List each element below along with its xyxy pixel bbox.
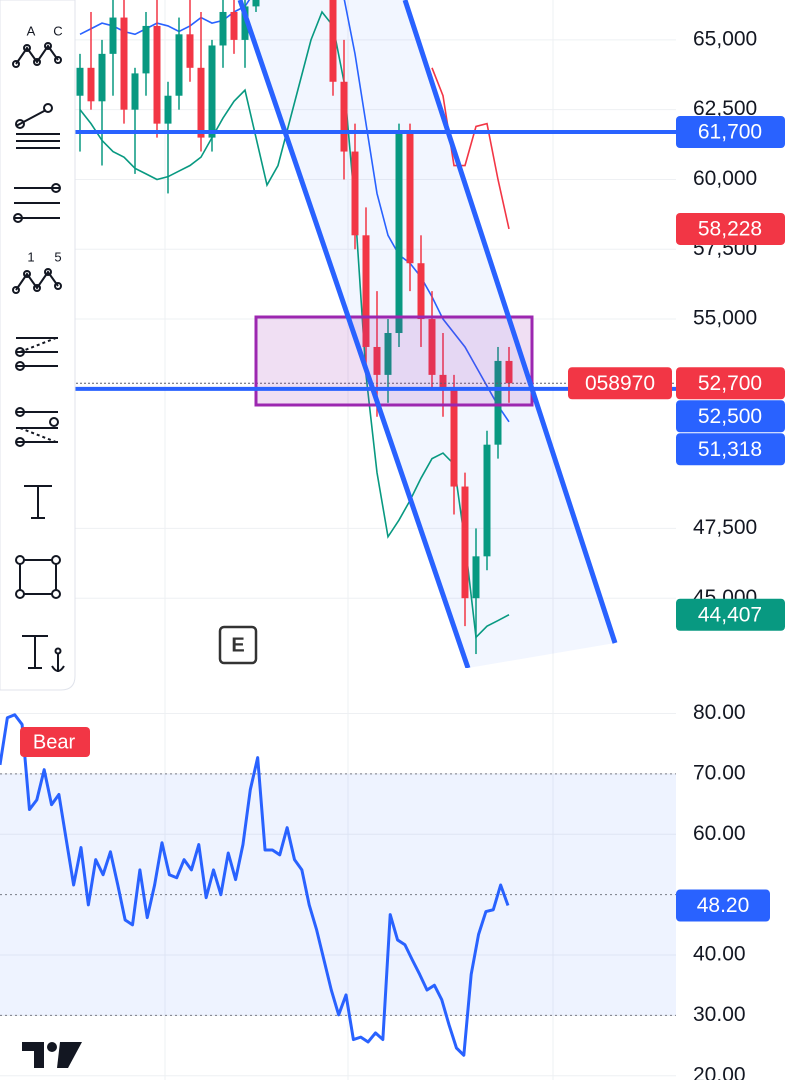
tool-fib[interactable] bbox=[15, 103, 60, 149]
candle-body bbox=[384, 333, 392, 375]
candle-body bbox=[483, 444, 491, 557]
price-tag bbox=[676, 367, 785, 400]
tool-label: C bbox=[53, 23, 62, 38]
tool-rectangle[interactable] bbox=[15, 555, 61, 599]
candle-body bbox=[87, 67, 95, 102]
candle-body bbox=[494, 360, 502, 445]
price-tag bbox=[676, 116, 785, 149]
candle-body bbox=[252, 0, 260, 7]
logo-part bbox=[57, 1042, 82, 1068]
tool-label: 1 bbox=[27, 249, 34, 264]
y-tick-label: 20.00 bbox=[693, 1063, 746, 1080]
candle-body bbox=[197, 67, 205, 138]
countdown-tag bbox=[568, 367, 672, 400]
candle-body bbox=[461, 486, 469, 599]
y-tick-label: 55,000 bbox=[693, 307, 757, 330]
candle-body bbox=[98, 53, 106, 102]
y-tick-label: 60.00 bbox=[693, 822, 746, 845]
price-tag-label: 61,700 bbox=[698, 121, 762, 144]
tv-logo[interactable] bbox=[22, 1042, 82, 1068]
candle-body bbox=[395, 132, 403, 334]
price-tag bbox=[676, 400, 785, 433]
candle-body bbox=[362, 235, 370, 347]
drawings bbox=[75, 0, 676, 668]
y-tick-label: 47,500 bbox=[693, 516, 757, 539]
price-tags: 61,700 58,228 52,700 52,500 51,318 44,407 0589… bbox=[568, 116, 785, 922]
candle-body bbox=[373, 346, 381, 375]
price-tag-label: 52,700 bbox=[698, 372, 762, 395]
candle-body bbox=[406, 132, 414, 264]
candle-body bbox=[340, 81, 348, 152]
tool-projection[interactable] bbox=[15, 407, 59, 447]
channel-fill bbox=[240, 0, 615, 668]
price-tag-label: 51,318 bbox=[698, 438, 762, 461]
candle-body bbox=[241, 6, 249, 40]
candle-body bbox=[219, 11, 227, 46]
candle-body bbox=[505, 360, 513, 384]
candle-body bbox=[164, 95, 172, 124]
candle-body bbox=[208, 45, 216, 138]
candle-body bbox=[450, 388, 458, 487]
rectangle-drawing[interactable] bbox=[254, 315, 534, 407]
candle-body bbox=[186, 34, 194, 68]
event-box bbox=[218, 625, 258, 665]
price-tag-label: 52,500 bbox=[698, 405, 762, 428]
rsi-line bbox=[0, 713, 510, 1057]
event-label: E bbox=[231, 634, 244, 656]
candle-body bbox=[120, 17, 128, 110]
tool-anchored-text[interactable] bbox=[22, 635, 65, 672]
indicator-line bbox=[431, 67, 510, 230]
candle-body bbox=[329, 0, 337, 82]
tool-forecast[interactable] bbox=[15, 337, 58, 371]
value-tag-label: 48.20 bbox=[697, 894, 750, 917]
price-tag bbox=[676, 598, 785, 631]
y-tick-label: 62,500 bbox=[693, 97, 757, 120]
y-tick-label: 40.00 bbox=[693, 943, 746, 966]
toolbar: A C 1 5 bbox=[0, 0, 76, 691]
y-tick-label: 65,000 bbox=[693, 27, 757, 50]
annotation: Bear bbox=[33, 731, 76, 753]
price-tag bbox=[676, 212, 785, 245]
y-tick-label: 30.00 bbox=[693, 1003, 746, 1026]
indicator-line bbox=[79, 0, 510, 423]
y-tick-label: 80.00 bbox=[693, 701, 746, 724]
channel-line[interactable] bbox=[237, 0, 471, 668]
candle-body bbox=[351, 151, 359, 236]
price-tag-label: 58,228 bbox=[698, 217, 762, 240]
tool-label: A bbox=[27, 23, 36, 38]
indicator-line bbox=[79, 10, 510, 640]
annotation-box bbox=[20, 727, 90, 757]
y-tick-label: 70.00 bbox=[693, 761, 746, 784]
candle-body bbox=[472, 556, 480, 599]
candle-body bbox=[153, 25, 161, 124]
rsi-band bbox=[0, 773, 676, 1016]
event-marker[interactable]: E bbox=[218, 625, 258, 665]
value-tag bbox=[676, 889, 770, 922]
tool-abcd[interactable] bbox=[12, 42, 62, 68]
candle-body bbox=[230, 11, 238, 40]
countdown-label: 058970 bbox=[585, 372, 655, 395]
price-pane bbox=[0, 0, 676, 668]
price-tag bbox=[676, 433, 785, 466]
candle-body bbox=[439, 374, 447, 389]
channel-line[interactable] bbox=[402, 0, 618, 644]
rsi-pane: Bear bbox=[0, 713, 676, 1057]
candle-body bbox=[428, 319, 436, 375]
logo-part bbox=[47, 1042, 57, 1052]
tool-elliott[interactable] bbox=[12, 268, 62, 294]
tool-lines[interactable] bbox=[13, 183, 61, 223]
candle-body bbox=[175, 34, 183, 96]
candle-body bbox=[131, 73, 139, 110]
candle-body bbox=[142, 25, 150, 74]
candle-body bbox=[109, 17, 117, 54]
y-tick-label: 60,000 bbox=[693, 167, 757, 190]
tool-label: 5 bbox=[54, 249, 61, 264]
logo-part bbox=[22, 1042, 44, 1068]
candle-body bbox=[417, 263, 425, 320]
price-tag-label: 44,407 bbox=[698, 603, 762, 626]
tool-text[interactable] bbox=[24, 485, 52, 519]
candle-body bbox=[76, 67, 84, 96]
